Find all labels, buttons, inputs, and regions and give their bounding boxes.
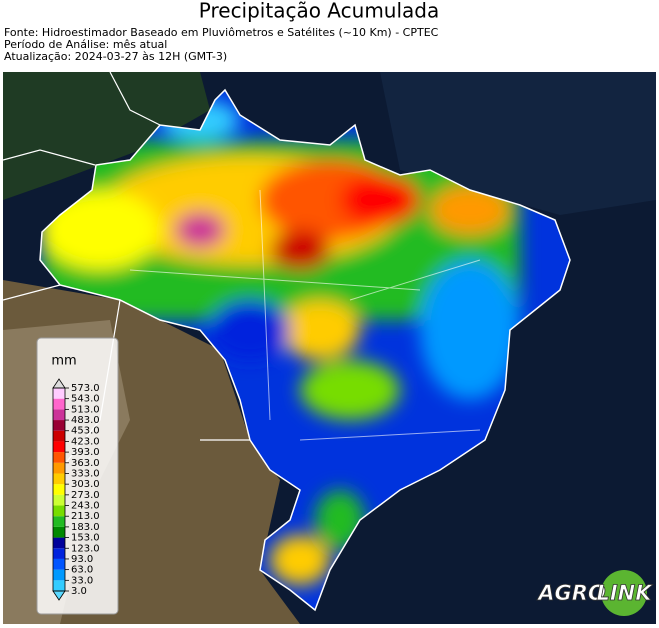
logo: AGRO LINK — [536, 570, 654, 616]
colorbar-tick-label: 153.0 — [71, 533, 100, 544]
colorbar-tick-label: 333.0 — [71, 468, 100, 479]
colorbar-tick-label: 303.0 — [71, 479, 100, 490]
colorbar-bin — [53, 452, 65, 463]
colorbar-bin — [53, 398, 65, 410]
colorbar-bin — [53, 420, 65, 431]
colorbar-bin — [53, 494, 65, 506]
colorbar-tick-label: 183.0 — [71, 522, 100, 533]
colorbar-tick-label: 423.0 — [71, 436, 100, 447]
colorbar-tick-label: 573.0 — [71, 383, 100, 394]
colorbar-tick-label: 123.0 — [71, 543, 100, 554]
update-line: Atualização: 2024-03-27 às 12H (GMT-3) — [4, 50, 227, 63]
colorbar-tick-label: 453.0 — [71, 426, 100, 437]
colorbar-tick-label: 513.0 — [71, 404, 100, 415]
colorbar-tick-label: 93.0 — [71, 554, 93, 565]
colorbar-bin — [53, 441, 65, 453]
colorbar-unit: mm — [51, 354, 76, 369]
colorbar-tick-label: 33.0 — [71, 575, 93, 586]
colorbar: mm 3.033.063.093.0123.0153.0183.0213.024… — [36, 337, 119, 615]
map — [3, 72, 656, 624]
colorbar-tick-label: 543.0 — [71, 394, 100, 405]
colorbar-tick-label: 273.0 — [71, 490, 100, 501]
logo-left: AGRO — [536, 581, 606, 605]
title: Precipitação Acumulada — [199, 0, 439, 23]
colorbar-tick-label: 483.0 — [71, 415, 100, 426]
colorbar-bin — [53, 537, 65, 549]
colorbar-tick-label: 213.0 — [71, 511, 100, 522]
colorbar-bin — [53, 558, 65, 570]
logo-circle — [601, 570, 647, 616]
colorbar-bin — [53, 430, 65, 442]
colorbar-bin — [53, 484, 65, 495]
colorbar-bin — [53, 388, 65, 399]
colorbar-tick-label: 63.0 — [71, 565, 93, 576]
colorbar-tick-label: 363.0 — [71, 458, 100, 469]
colorbar-tick-label: 3.0 — [71, 586, 87, 597]
colorbar-bin — [53, 548, 65, 559]
colorbar-bin — [53, 409, 65, 421]
colorbar-bin — [53, 473, 65, 485]
colorbar-bin — [53, 505, 65, 517]
colorbar-bin — [53, 516, 65, 527]
colorbar-tick-label: 243.0 — [71, 501, 100, 512]
colorbar-frame — [52, 387, 66, 592]
logo-right: LINK — [596, 581, 653, 605]
colorbar-bin — [53, 569, 65, 581]
colorbar-bin — [53, 580, 65, 591]
source-line: Fonte: Hidroestimador Baseado em Pluviôm… — [4, 26, 439, 39]
period-line: Período de Análise: mês atual — [4, 38, 167, 51]
colorbar-bin — [53, 462, 65, 474]
colorbar-bin — [53, 526, 65, 538]
colorbar-tick-label: 393.0 — [71, 447, 100, 458]
